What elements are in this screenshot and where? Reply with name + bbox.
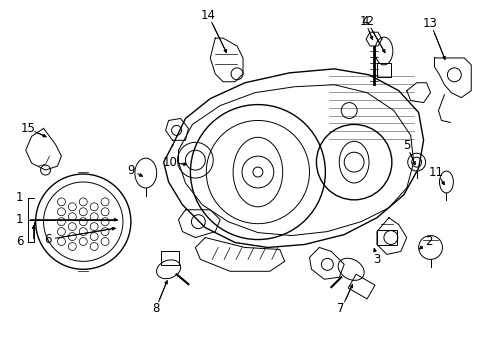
Text: 5: 5: [402, 139, 409, 152]
Text: 14: 14: [201, 9, 215, 22]
Text: 13: 13: [422, 17, 437, 30]
Text: 1: 1: [16, 192, 23, 204]
Text: 10: 10: [163, 156, 178, 168]
Bar: [376, 230, 396, 246]
Bar: [347, 274, 374, 299]
Text: 11: 11: [428, 166, 443, 179]
Text: 12: 12: [359, 15, 374, 28]
Text: 9: 9: [127, 163, 134, 176]
Text: 3: 3: [372, 253, 380, 266]
Text: 6: 6: [44, 233, 51, 246]
Text: 7: 7: [337, 302, 345, 315]
Bar: [161, 251, 178, 265]
Text: 2: 2: [424, 235, 431, 248]
Text: 1: 1: [16, 213, 23, 226]
Bar: [376, 63, 390, 77]
Text: 6: 6: [16, 235, 23, 248]
Text: 8: 8: [152, 302, 159, 315]
Text: 4: 4: [361, 15, 368, 28]
Text: 15: 15: [20, 122, 35, 135]
